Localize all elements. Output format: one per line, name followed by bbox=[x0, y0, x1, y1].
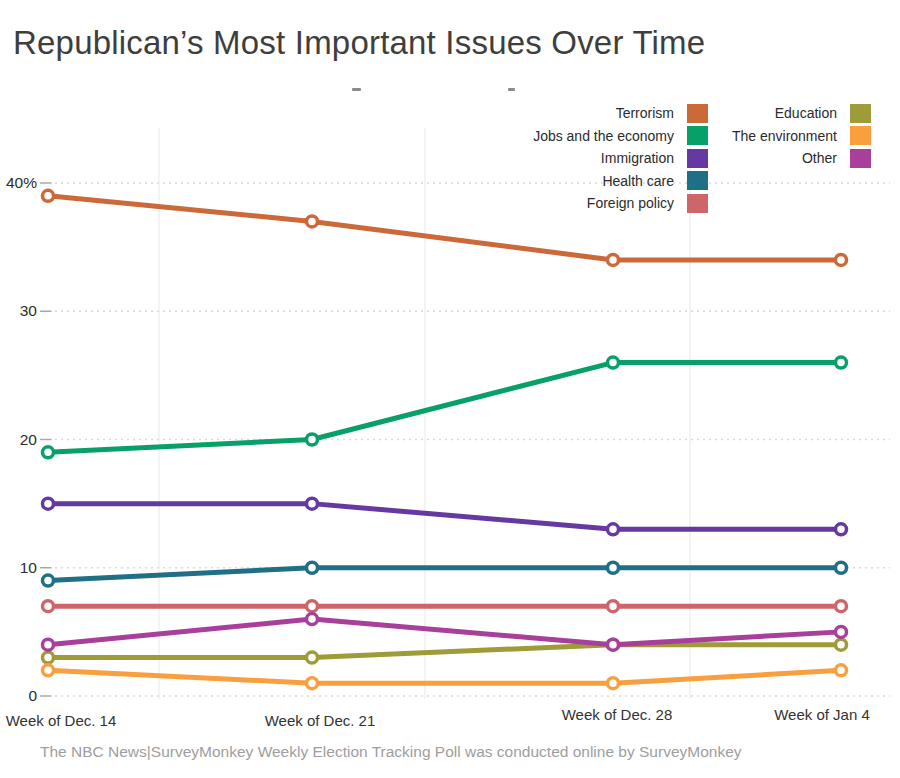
data-point-the-environment[interactable] bbox=[608, 678, 619, 689]
data-point-health-care[interactable] bbox=[307, 562, 318, 573]
series-line-immigration bbox=[48, 504, 841, 530]
x-tick-label: Week of Dec. 28 bbox=[522, 706, 712, 723]
chart-legend-column-2: Education The environment Other bbox=[600, 103, 871, 171]
legend-item-other: Other bbox=[600, 148, 871, 168]
data-point-foreign-policy[interactable] bbox=[307, 601, 318, 612]
data-point-other[interactable] bbox=[608, 639, 619, 650]
x-tick-label: Week of Dec. 14 bbox=[0, 712, 156, 729]
legend-label: Foreign policy bbox=[587, 195, 674, 211]
data-point-terrorism[interactable] bbox=[608, 254, 619, 265]
y-tick-label: 20 bbox=[0, 430, 37, 450]
data-point-education[interactable] bbox=[307, 652, 318, 663]
data-point-the-environment[interactable] bbox=[836, 665, 847, 676]
y-tick-label: 40% bbox=[0, 173, 37, 193]
legend-swatch-health-care bbox=[687, 171, 708, 190]
y-tick-label: 30 bbox=[0, 301, 37, 321]
x-tick-label: Week of Jan 4 bbox=[727, 706, 900, 723]
data-point-terrorism[interactable] bbox=[307, 216, 318, 227]
y-tick-label: 0 bbox=[0, 686, 37, 706]
data-point-terrorism[interactable] bbox=[43, 190, 54, 201]
legend-label: Education bbox=[775, 105, 837, 121]
legend-item-education: Education bbox=[600, 103, 871, 123]
data-point-jobs-and-the-economy[interactable] bbox=[43, 447, 54, 458]
data-point-foreign-policy[interactable] bbox=[836, 601, 847, 612]
legend-label: Health care bbox=[602, 173, 674, 189]
data-point-foreign-policy[interactable] bbox=[608, 601, 619, 612]
legend-item-foreign-policy: Foreign policy bbox=[400, 193, 708, 213]
data-point-the-environment[interactable] bbox=[43, 665, 54, 676]
series-line-other bbox=[48, 619, 841, 645]
data-point-terrorism[interactable] bbox=[836, 254, 847, 265]
data-point-immigration[interactable] bbox=[608, 524, 619, 535]
data-point-immigration[interactable] bbox=[836, 524, 847, 535]
data-point-other[interactable] bbox=[43, 639, 54, 650]
data-point-education[interactable] bbox=[836, 639, 847, 650]
data-point-health-care[interactable] bbox=[43, 575, 54, 586]
data-point-education[interactable] bbox=[43, 652, 54, 663]
source-note: The NBC News|SurveyMonkey Weekly Electio… bbox=[40, 743, 742, 761]
legend-swatch-the-environment bbox=[850, 126, 871, 145]
legend-swatch-other bbox=[850, 149, 871, 168]
legend-label: Other bbox=[802, 150, 837, 166]
data-point-health-care[interactable] bbox=[608, 562, 619, 573]
data-point-jobs-and-the-economy[interactable] bbox=[836, 357, 847, 368]
data-point-immigration[interactable] bbox=[43, 498, 54, 509]
x-tick-label: Week of Dec. 21 bbox=[225, 712, 415, 729]
data-point-the-environment[interactable] bbox=[307, 678, 318, 689]
series-line-health-care bbox=[48, 568, 841, 581]
data-point-health-care[interactable] bbox=[836, 562, 847, 573]
legend-item-the-environment: The environment bbox=[600, 126, 871, 146]
legend-swatch-education bbox=[850, 104, 871, 123]
series-line-education bbox=[48, 645, 841, 658]
data-point-immigration[interactable] bbox=[307, 498, 318, 509]
series-line-the-environment bbox=[48, 670, 841, 683]
data-point-jobs-and-the-economy[interactable] bbox=[608, 357, 619, 368]
legend-label: The environment bbox=[732, 128, 837, 144]
legend-swatch-foreign-policy bbox=[687, 194, 708, 213]
data-point-other[interactable] bbox=[836, 626, 847, 637]
data-point-jobs-and-the-economy[interactable] bbox=[307, 434, 318, 445]
chart-page: Republican’s Most Important Issues Over … bbox=[0, 0, 900, 778]
data-point-other[interactable] bbox=[307, 614, 318, 625]
legend-item-health-care: Health care bbox=[400, 171, 708, 191]
y-tick-label: 10 bbox=[0, 558, 37, 578]
data-point-foreign-policy[interactable] bbox=[43, 601, 54, 612]
